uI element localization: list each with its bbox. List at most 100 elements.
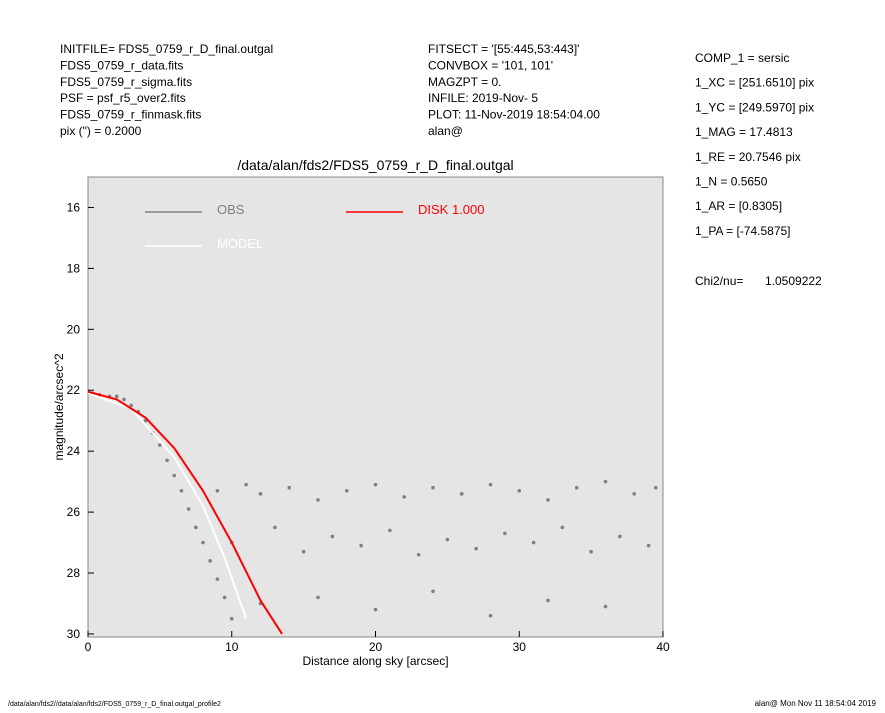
obs-point [359, 543, 363, 548]
x-tick-label: 10 [225, 640, 239, 654]
obs-point [589, 549, 593, 554]
header-middle-line: CONVBOX = '101, 101' [428, 58, 553, 72]
obs-point [431, 589, 435, 594]
fit-parameter: 1_XC = [251.6510] pix [695, 76, 814, 90]
obs-point [316, 595, 320, 600]
chi2-label: Chi2/nu= [695, 274, 743, 288]
obs-point [301, 549, 306, 554]
obs-point [273, 525, 277, 530]
obs-point [488, 613, 493, 618]
obs-point [129, 403, 133, 408]
obs-point [603, 479, 608, 484]
obs-point [114, 394, 119, 399]
obs-point [574, 485, 579, 490]
obs-point [316, 498, 320, 502]
obs-point [445, 537, 450, 542]
obs-point [546, 598, 550, 603]
header-left-line: FDS5_0759_r_sigma.fits [60, 75, 192, 89]
obs-point [531, 540, 536, 545]
header-middle-line: PLOT: 11-Nov-2019 18:54:04.00 [428, 108, 600, 122]
obs-point [402, 495, 407, 499]
fit-parameter: 1_PA = [-74.5875] [695, 224, 791, 238]
footer-right: alan@ Mon Nov 11 18:54:04 2019 [755, 699, 877, 708]
y-tick-label: 18 [67, 261, 81, 275]
obs-point [179, 488, 184, 493]
legend-label: MODEL [217, 236, 263, 251]
obs-point [431, 485, 435, 490]
plot-marks [88, 390, 658, 635]
chart-title: /data/alan/fds2/FDS5_0759_r_D_final.outg… [237, 157, 513, 173]
obs-point [287, 485, 292, 490]
fit-parameter: COMP_1 = sersic [695, 51, 789, 65]
obs-point [194, 525, 198, 530]
x-axis-label: Distance along sky [arcsec] [302, 654, 448, 668]
plot-area [87, 176, 664, 638]
obs-point [474, 546, 478, 551]
obs-point [229, 616, 234, 621]
fit-parameter: 1_N = 0.5650 [695, 175, 768, 189]
obs-point [618, 534, 622, 539]
header-middle-line: MAGZPT = 0. [428, 75, 501, 89]
header-middle-line: INFILE: 2019-Nov- 5 [428, 91, 538, 105]
chi2-value: 1.0509222 [765, 274, 822, 288]
header-left-line: FDS5_0759_r_finmask.fits [60, 108, 201, 122]
obs-point [258, 492, 263, 496]
legend-label: OBS [217, 202, 245, 217]
header-left-line: FDS5_0759_r_data.fits [60, 58, 183, 72]
obs-point [186, 507, 191, 511]
obs-point [459, 492, 464, 496]
y-tick-label: 26 [67, 505, 81, 519]
obs-point [632, 492, 637, 496]
legend-label: DISK 1.000 [418, 202, 485, 217]
profile-line [88, 392, 248, 620]
obs-point [344, 488, 349, 493]
obs-point [517, 488, 522, 493]
y-tick-label: 20 [67, 322, 81, 336]
y-tick-label: 28 [67, 566, 81, 580]
obs-point [546, 498, 550, 502]
x-tick-label: 40 [656, 640, 670, 654]
obs-point [244, 482, 248, 487]
y-tick-label: 22 [67, 383, 81, 397]
header-middle-line: alan@ [428, 124, 463, 138]
obs-point [208, 559, 212, 563]
profile-line [88, 390, 283, 635]
obs-point [165, 458, 169, 463]
x-tick-label: 20 [369, 640, 383, 654]
obs-point [488, 482, 493, 487]
obs-point [503, 531, 507, 536]
obs-point [201, 540, 205, 545]
obs-point [646, 543, 651, 548]
obs-point [330, 534, 335, 539]
obs-point [158, 443, 162, 447]
obs-point [560, 525, 565, 530]
obs-point [215, 488, 220, 493]
header-left-line: pix (") = 0.2000 [60, 124, 142, 138]
obs-point [388, 528, 392, 533]
y-tick-label: 24 [67, 444, 81, 458]
obs-point [373, 482, 378, 487]
footer-left: /data/alan/fds2//data/alan/fds2/FDS5_075… [8, 701, 221, 708]
obs-point [215, 577, 220, 581]
fit-parameter: 1_MAG = 17.4813 [695, 125, 793, 139]
fit-parameter: 1_YC = [249.5970] pix [695, 100, 814, 114]
header-middle-line: FITSECT = '[55:445,53:443]' [428, 42, 579, 56]
header-left-line: INITFILE= FDS5_0759_r_D_final.outgal [60, 42, 273, 56]
x-tick-label: 30 [513, 640, 527, 654]
fit-parameter: 1_AR = [0.8305] [695, 199, 782, 213]
obs-point [654, 485, 658, 490]
y-tick-label: 16 [67, 200, 81, 214]
fit-parameter: 1_RE = 20.7546 pix [695, 150, 801, 164]
y-axis-label: magnitude/arcsec^2 [52, 353, 66, 460]
obs-point [416, 552, 421, 557]
obs-point [603, 604, 608, 609]
y-tick-label: 30 [67, 627, 81, 641]
obs-point [373, 607, 378, 612]
obs-point [122, 397, 126, 402]
header-left-line: PSF = psf_r5_over2.fits [60, 91, 186, 105]
x-tick-label: 0 [85, 640, 92, 654]
obs-point [172, 473, 177, 478]
obs-point [222, 595, 227, 600]
